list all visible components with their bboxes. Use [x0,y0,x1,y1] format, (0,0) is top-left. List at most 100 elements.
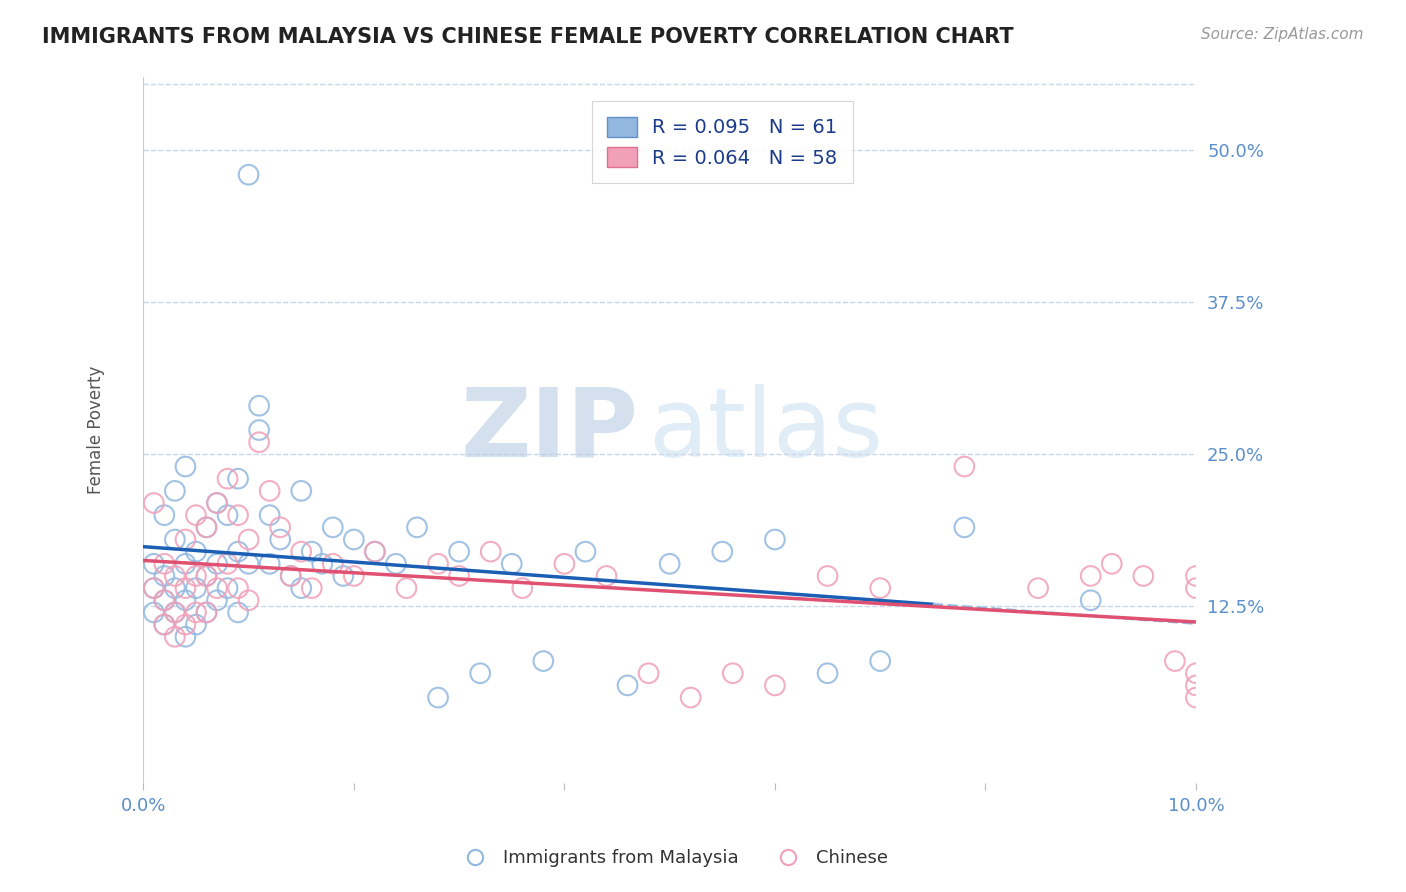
Point [322,557,344,571]
Point [395,581,418,595]
Point [280,569,302,583]
Point [1101,557,1123,571]
Point [153,508,176,523]
Point [953,459,976,474]
Point [332,569,354,583]
Point [501,557,523,571]
Point [449,569,471,583]
Point [470,666,492,681]
Point [1185,569,1208,583]
Point [322,520,344,534]
Point [343,533,366,547]
Point [290,544,312,558]
Point [343,569,366,583]
Text: Female Poverty: Female Poverty [87,366,105,494]
Point [1026,581,1049,595]
Point [142,557,165,571]
Point [174,593,197,607]
Point [205,581,228,595]
Point [1080,593,1102,607]
Point [238,593,260,607]
Point [153,557,176,571]
Point [195,520,218,534]
Point [1185,690,1208,705]
Point [238,168,260,182]
Point [280,569,302,583]
Point [226,472,249,486]
Point [290,581,312,595]
Point [364,544,387,558]
Point [195,569,218,583]
Text: ZIP: ZIP [460,384,638,476]
Point [817,666,839,681]
Point [1164,654,1187,668]
Point [142,496,165,510]
Point [205,593,228,607]
Point [184,581,207,595]
Point [205,557,228,571]
Point [174,557,197,571]
Point [205,496,228,510]
Point [174,581,197,595]
Point [195,606,218,620]
Point [290,483,312,498]
Point [174,459,197,474]
Point [226,544,249,558]
Point [142,581,165,595]
Point [153,593,176,607]
Point [553,557,575,571]
Point [301,581,323,595]
Point [269,520,291,534]
Point [869,654,891,668]
Point [301,544,323,558]
Point [637,666,659,681]
Point [616,678,638,692]
Point [226,508,249,523]
Point [869,581,891,595]
Point [595,569,617,583]
Point [238,533,260,547]
Point [711,544,734,558]
Point [226,606,249,620]
Point [259,483,281,498]
Point [1132,569,1154,583]
Point [247,399,270,413]
Point [163,581,186,595]
Point [238,557,260,571]
Point [479,544,502,558]
Point [163,606,186,620]
Point [247,435,270,450]
Point [153,569,176,583]
Point [163,483,186,498]
Point [184,508,207,523]
Point [449,544,471,558]
Point [205,496,228,510]
Point [184,617,207,632]
Point [153,617,176,632]
Point [311,557,333,571]
Point [763,533,786,547]
Point [217,472,239,486]
Point [247,423,270,437]
Point [1185,678,1208,692]
Point [184,606,207,620]
Point [531,654,554,668]
Point [217,508,239,523]
Point [259,508,281,523]
Text: Source: ZipAtlas.com: Source: ZipAtlas.com [1201,27,1364,42]
Point [163,606,186,620]
Point [195,520,218,534]
Point [217,557,239,571]
Point [406,520,429,534]
Point [364,544,387,558]
Point [427,557,450,571]
Point [174,630,197,644]
Point [142,606,165,620]
Point [1185,581,1208,595]
Point [510,581,533,595]
Point [195,569,218,583]
Point [1185,666,1208,681]
Point [817,569,839,583]
Text: atlas: atlas [648,384,884,476]
Point [763,678,786,692]
